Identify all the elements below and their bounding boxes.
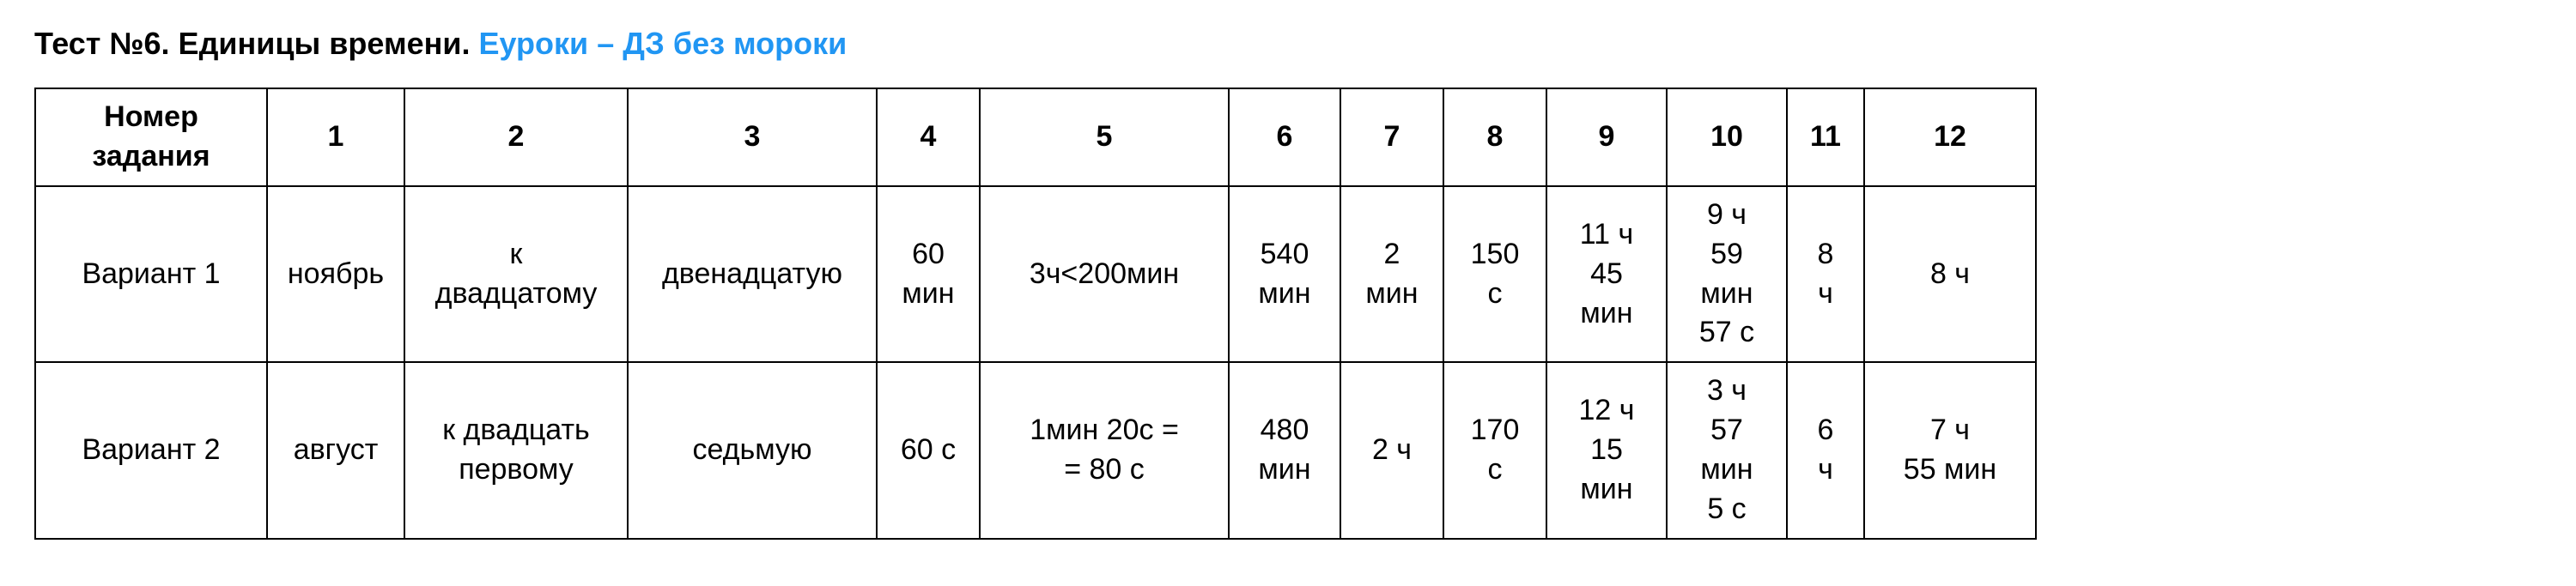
table-cell: август <box>267 362 404 539</box>
table-column-header: 9 <box>1546 88 1667 186</box>
table-row: Вариант 2 август к двадцатьпервому седьмую 6… <box>35 362 2036 539</box>
table-corner-header: Номерзадания <box>35 88 267 186</box>
cell-text: 540мин <box>1258 235 1310 314</box>
cell-text: 11 ч45мин <box>1580 215 1633 334</box>
table-cell: седьмую <box>628 362 877 539</box>
cell-text: Номерзадания <box>92 98 210 177</box>
cell-text: 3 <box>744 118 761 157</box>
table-cell: кдвадцатому <box>404 186 628 363</box>
cell-text: седьмую <box>693 431 812 470</box>
table-header-row: Номерзадания123456789101112 <box>35 88 2036 186</box>
table-cell: 150с <box>1443 186 1546 363</box>
table-column-header: 3 <box>628 88 877 186</box>
table-cell: 60мин <box>877 186 980 363</box>
table-column-header: 12 <box>1864 88 2036 186</box>
cell-text: Вариант 1 <box>82 255 220 294</box>
table-cell: 12 ч15мин <box>1546 362 1667 539</box>
table-cell: 170с <box>1443 362 1546 539</box>
cell-text: 2 <box>508 118 525 157</box>
table-cell: 7 ч55 мин <box>1864 362 2036 539</box>
table-row: Вариант 1 ноябрь кдвадцатому двенадцатую 60м… <box>35 186 2036 363</box>
cell-text: 9 <box>1599 118 1615 157</box>
table-cell: 8ч <box>1787 186 1864 363</box>
cell-text: 7 ч55 мин <box>1904 411 1996 490</box>
cell-text: 3 ч57мин5 с <box>1700 372 1753 529</box>
cell-text: 9 ч59мин57 с <box>1699 196 1754 353</box>
cell-text: к двадцатьпервому <box>442 411 590 490</box>
table-cell: к двадцатьпервому <box>404 362 628 539</box>
cell-text: 10 <box>1710 118 1743 157</box>
table-row-header: Вариант 1 <box>35 186 267 363</box>
table-column-header: 10 <box>1667 88 1787 186</box>
table-column-header: 5 <box>980 88 1229 186</box>
table-cell: 8 ч <box>1864 186 2036 363</box>
cell-text: 8 ч <box>1930 255 1970 294</box>
cell-text: 3ч<200мин <box>1030 255 1179 294</box>
cell-text: Вариант 2 <box>82 431 220 470</box>
table-cell: 3 ч57мин5 с <box>1667 362 1787 539</box>
cell-text: 150с <box>1471 235 1520 314</box>
title-plain: Тест №6. Единицы времени. <box>34 26 479 61</box>
cell-text: 6ч <box>1818 411 1834 490</box>
table-cell: 60 с <box>877 362 980 539</box>
table-cell: 2мин <box>1340 186 1443 363</box>
cell-text: 1мин 20с == 80 с <box>1030 411 1179 490</box>
table-body: Вариант 1 ноябрь кдвадцатому двенадцатую 60м… <box>35 186 2036 539</box>
page-root: Тест №6. Единицы времени. Еуроки – ДЗ бе… <box>0 0 2576 565</box>
cell-text: 480мин <box>1258 411 1310 490</box>
table-cell: 540мин <box>1229 186 1340 363</box>
cell-text: август <box>294 431 379 470</box>
table-cell: 9 ч59мин57 с <box>1667 186 1787 363</box>
table-cell: двенадцатую <box>628 186 877 363</box>
cell-text: 60мин <box>902 235 954 314</box>
cell-text: 12 <box>1934 118 1966 157</box>
table-cell: 3ч<200мин <box>980 186 1229 363</box>
table-cell: 1мин 20с == 80 с <box>980 362 1229 539</box>
cell-text: 11 <box>1810 118 1841 157</box>
cell-text: 1 <box>328 118 344 157</box>
cell-text: 8ч <box>1818 235 1834 314</box>
table-cell: ноябрь <box>267 186 404 363</box>
table-row-header: Вариант 2 <box>35 362 267 539</box>
table-head: Номерзадания123456789101112 <box>35 88 2036 186</box>
cell-text: 5 <box>1097 118 1113 157</box>
cell-text: двенадцатую <box>662 255 842 294</box>
table-column-header: 11 <box>1787 88 1864 186</box>
table-column-header: 1 <box>267 88 404 186</box>
table-column-header: 6 <box>1229 88 1340 186</box>
cell-text: 8 <box>1487 118 1504 157</box>
cell-text: ноябрь <box>288 255 384 294</box>
table-cell: 11 ч45мин <box>1546 186 1667 363</box>
cell-text: 2 ч <box>1372 431 1412 470</box>
cell-text: кдвадцатому <box>435 235 598 314</box>
title-accent: Еуроки – ДЗ без мороки <box>479 26 848 61</box>
table-column-header: 2 <box>404 88 628 186</box>
cell-text: 4 <box>920 118 937 157</box>
table-column-header: 4 <box>877 88 980 186</box>
table-cell: 6ч <box>1787 362 1864 539</box>
page-title: Тест №6. Единицы времени. Еуроки – ДЗ бе… <box>34 26 2542 62</box>
cell-text: 170с <box>1471 411 1520 490</box>
cell-text: 6 <box>1277 118 1293 157</box>
cell-text: 12 ч15мин <box>1579 391 1635 510</box>
cell-text: 2мин <box>1365 235 1418 314</box>
answers-table: Номерзадания123456789101112 Вариант 1ноя… <box>34 88 2037 540</box>
table-cell: 2 ч <box>1340 362 1443 539</box>
cell-text: 60 с <box>901 431 956 470</box>
table-column-header: 8 <box>1443 88 1546 186</box>
table-cell: 480мин <box>1229 362 1340 539</box>
cell-text: 7 <box>1384 118 1400 157</box>
table-column-header: 7 <box>1340 88 1443 186</box>
